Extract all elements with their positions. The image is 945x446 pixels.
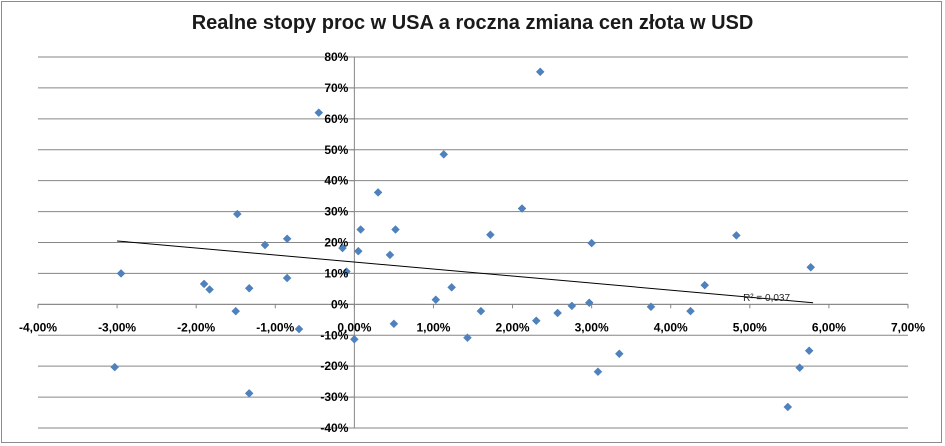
data-point [553, 308, 562, 318]
x-tick-label: 0,00% [337, 320, 371, 334]
data-point [439, 150, 449, 159]
data-point [353, 246, 363, 256]
y-tick-label: 70% [324, 81, 348, 95]
x-tick-label: -4,00% [19, 320, 57, 334]
trendline [117, 240, 814, 304]
x-tick-label: 1,00% [416, 320, 450, 334]
data-point [338, 243, 347, 253]
data-point [199, 279, 209, 289]
data-point [356, 225, 366, 234]
data-point [205, 285, 214, 294]
gridlines [38, 56, 908, 429]
data-point [486, 230, 495, 240]
data-point [294, 324, 304, 334]
data-point [447, 282, 456, 292]
y-tick-label: 10% [324, 266, 348, 280]
data-points [110, 67, 816, 412]
x-tick-label: 2,00% [496, 320, 530, 334]
data-point [517, 204, 527, 213]
data-point [282, 234, 292, 244]
data-point [593, 367, 603, 377]
data-point [463, 333, 472, 343]
y-tick-label: 60% [324, 112, 348, 126]
data-point [700, 280, 710, 290]
data-point [806, 262, 816, 272]
data-point [231, 306, 241, 316]
x-tick-label: 7,00% [891, 320, 925, 334]
y-tick-label: 30% [324, 205, 348, 219]
x-tick-label: 5,00% [733, 320, 767, 334]
data-point [282, 273, 292, 283]
chart-title: Realne stopy proc w USA a roczna zmiana … [191, 12, 754, 34]
x-tick-label: 3,00% [575, 320, 609, 334]
data-point [342, 267, 351, 276]
data-point [584, 298, 594, 308]
data-point [567, 301, 577, 311]
data-point [260, 240, 270, 250]
y-tick-label: -20% [320, 359, 348, 373]
data-point [314, 108, 324, 118]
data-point [614, 349, 624, 359]
data-point [244, 283, 254, 293]
data-point [389, 319, 399, 329]
y-tick-label: -40% [320, 421, 348, 435]
data-point [232, 209, 242, 219]
y-tick-label: 40% [324, 174, 348, 188]
x-tick-label: -1,00% [256, 320, 294, 334]
y-tick-label: -30% [320, 390, 348, 404]
data-point [476, 306, 486, 316]
data-point [646, 302, 656, 312]
data-point [686, 306, 695, 316]
data-point [783, 402, 793, 412]
y-tick-label: 0% [331, 297, 349, 311]
data-point [587, 238, 596, 248]
y-tick-label: 50% [324, 143, 348, 157]
data-point [431, 295, 441, 305]
axes [37, 56, 909, 429]
data-point [110, 362, 120, 372]
trendline-group: R² = 0,037 [117, 240, 814, 304]
data-point [535, 67, 545, 77]
x-tick-label: -3,00% [98, 320, 136, 334]
y-tick-label: -10% [320, 328, 348, 342]
x-tick-label: 4,00% [654, 320, 688, 334]
x-tick-label: -2,00% [177, 320, 215, 334]
data-point [531, 316, 541, 326]
r-squared-label: R² = 0,037 [743, 293, 790, 304]
data-point [804, 346, 814, 356]
data-point [350, 334, 359, 344]
data-point [391, 225, 400, 234]
data-point [732, 231, 741, 240]
data-point [244, 389, 254, 398]
tick-labels: -40% -30% -20% -10% 0% 10% 20% 30% 40% 50% 60% 70% 8… [19, 50, 925, 435]
data-point [385, 250, 395, 260]
data-point [116, 269, 126, 278]
data-point [373, 188, 383, 197]
y-tick-label: 80% [324, 50, 348, 64]
y-tick-label: 20% [324, 236, 348, 250]
data-point [795, 363, 804, 373]
x-tick-label: 6,00% [812, 320, 846, 334]
